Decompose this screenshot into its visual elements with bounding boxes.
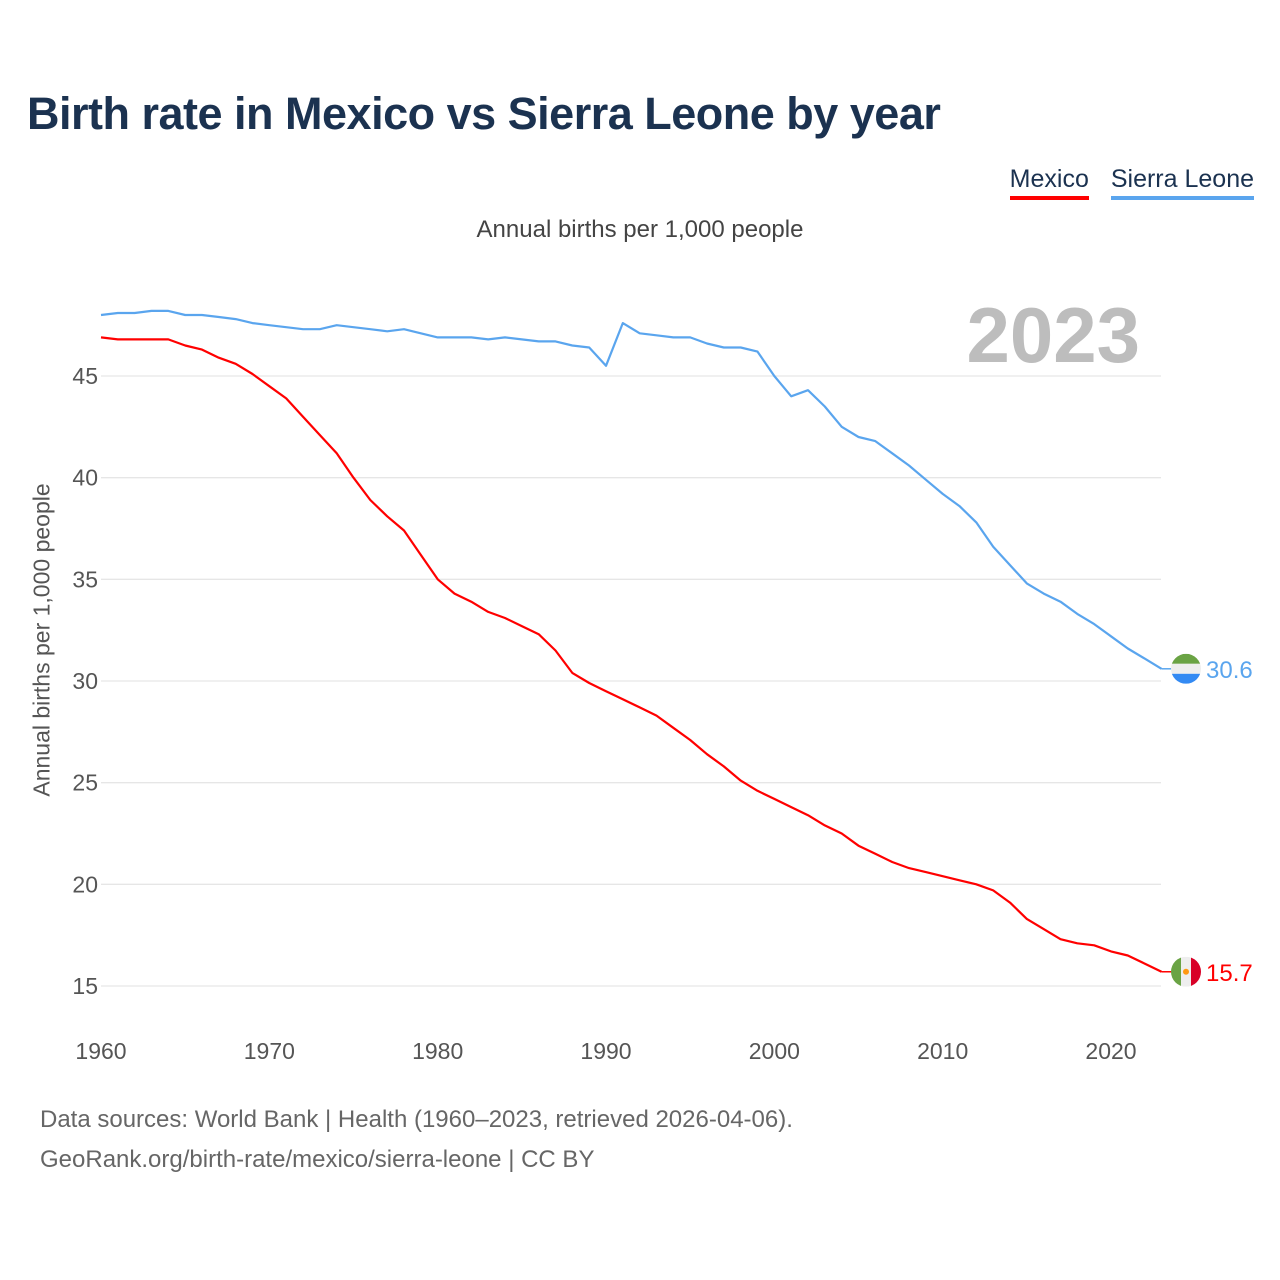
y-tick-label: 45: [72, 363, 98, 389]
series-line-mexico[interactable]: [100, 336, 1162, 973]
mexico-flag-icon: [1171, 956, 1201, 987]
end-value-label: 30.6: [1206, 657, 1253, 684]
sierra-leone-flag-icon: [1171, 653, 1201, 684]
y-tick-label: 40: [72, 465, 98, 491]
x-tick-label: 1980: [412, 1038, 463, 1064]
end-value-label: 15.7: [1206, 960, 1253, 987]
x-tick-label: 1990: [580, 1038, 631, 1064]
chart-subtitle: Annual births per 1,000 people: [476, 216, 804, 243]
x-tick-label: 1960: [75, 1038, 126, 1064]
source-link[interactable]: GeoRank.org/birth-rate/mexico/sierra-leo…: [40, 1146, 595, 1173]
current-year-watermark: 2023: [966, 291, 1140, 379]
x-tick-label: 2010: [917, 1038, 968, 1064]
x-tick-label: 1970: [244, 1038, 295, 1064]
x-tick-label: 2000: [749, 1038, 800, 1064]
legend-item-mexico[interactable]: Mexico: [1009, 164, 1089, 200]
x-tick-label: 2020: [1085, 1038, 1136, 1064]
y-tick-label: 25: [72, 770, 98, 796]
y-tick-label: 20: [72, 871, 98, 897]
y-tick-label: 30: [72, 668, 98, 694]
chart-title: Birth rate in Mexico vs Sierra Leone by …: [27, 88, 941, 139]
legend-item-sierra-leone[interactable]: Sierra Leone: [1110, 164, 1254, 200]
legend: Mexico Sierra Leone: [1009, 164, 1254, 200]
data-sources: Data sources: World Bank | Health (1960–…: [40, 1106, 793, 1133]
series-line-sierra-leone[interactable]: [100, 309, 1163, 670]
y-tick-label: 35: [72, 566, 98, 592]
y-tick-label: 15: [72, 973, 98, 999]
